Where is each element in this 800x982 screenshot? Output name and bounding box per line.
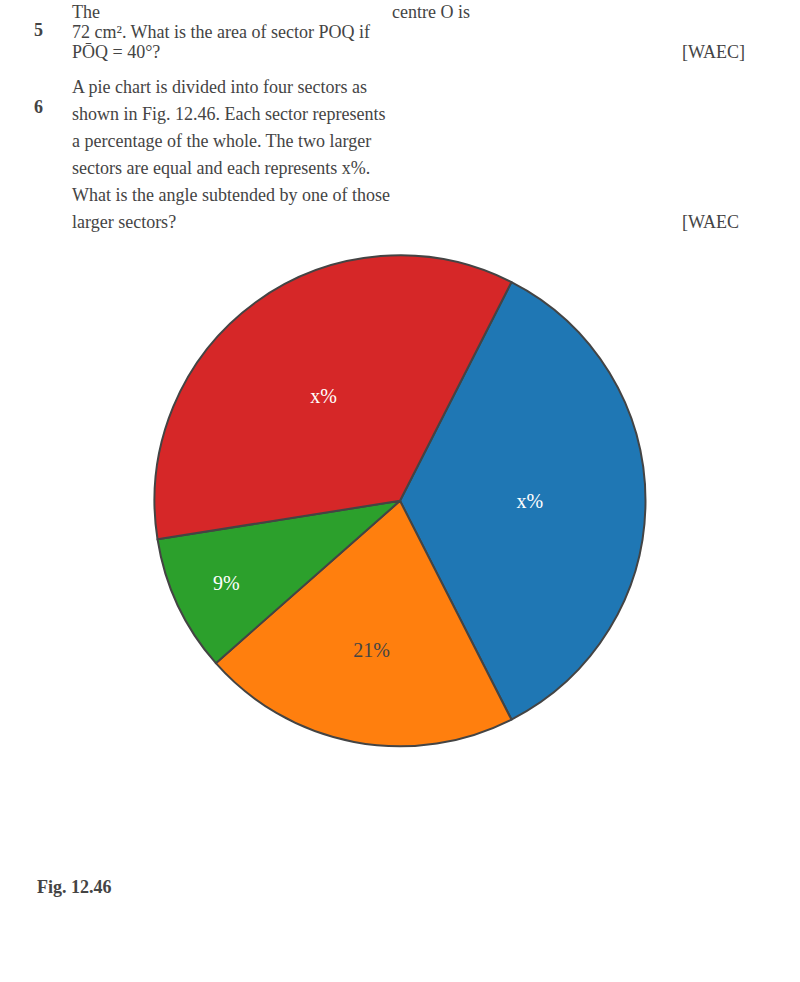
svg-text:72 cm². What is the area of se: 72 cm². What is the area of sector POQ i… [72, 22, 370, 42]
svg-text:The: The [72, 2, 100, 22]
svg-text:larger sectors?: larger sectors? [72, 212, 176, 232]
svg-text:What is the angle subtended by: What is the angle subtended by one of th… [72, 185, 390, 205]
svg-text:sectors are equal and each rep: sectors are equal and each represents x%… [72, 158, 370, 178]
svg-text:[WAEC]: [WAEC] [682, 42, 745, 62]
svg-text:5: 5 [34, 20, 43, 40]
svg-text:9%: 9% [213, 572, 240, 594]
svg-text:A pie chart is divided into fo: A pie chart is divided into four sectors… [72, 77, 367, 97]
svg-text:21%: 21% [353, 639, 390, 661]
svg-text:x%: x% [516, 490, 543, 512]
svg-text:Fig. 12.46: Fig. 12.46 [37, 877, 112, 897]
svg-text:[WAEC: [WAEC [682, 212, 739, 232]
svg-text:shown in Fig. 12.46. Each sect: shown in Fig. 12.46. Each sector represe… [72, 104, 385, 124]
svg-text:6: 6 [34, 97, 43, 117]
svg-text:centre O is: centre O is [392, 2, 470, 22]
svg-text:PŌQ = 40°?: PŌQ = 40°? [72, 42, 160, 62]
svg-text:x%: x% [310, 385, 337, 407]
svg-text:a percentage of the whole. The: a percentage of the whole. The two large… [72, 131, 371, 151]
